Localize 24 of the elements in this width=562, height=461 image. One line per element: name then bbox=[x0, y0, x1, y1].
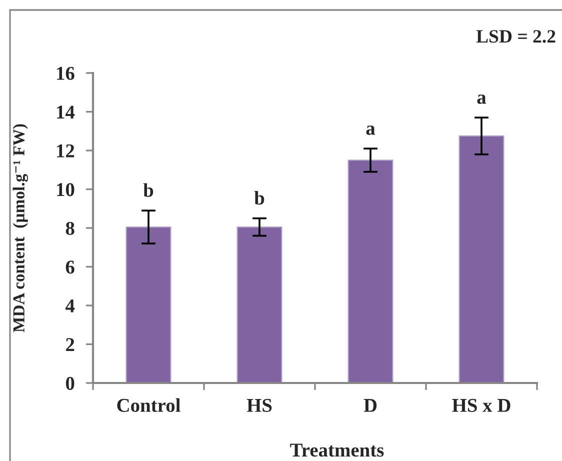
y-axis-title: MDA content (µmol.g⁻¹ FW) bbox=[12, 124, 28, 332]
text: LSD = 2.2 bbox=[476, 30, 556, 43]
annotation: a bbox=[477, 94, 486, 104]
x-tick-label: D bbox=[364, 399, 377, 412]
y-tick-label: 4 bbox=[65, 299, 75, 312]
x-tick-label: HS x D bbox=[452, 398, 510, 412]
y-tick-label: 10 bbox=[57, 183, 74, 196]
y-tick-label: 14 bbox=[57, 106, 75, 118]
annotation: b bbox=[143, 183, 154, 197]
bar bbox=[458, 135, 504, 383]
annotation: a bbox=[366, 126, 376, 135]
y-tick-label: 0 bbox=[66, 376, 74, 390]
y-tick-label: 16 bbox=[57, 66, 74, 80]
x-axis-title: Treatments bbox=[290, 444, 384, 457]
annotation: b bbox=[254, 190, 264, 205]
bar bbox=[348, 160, 394, 383]
y-tick-label: 2 bbox=[66, 338, 74, 351]
y-tick-label: 8 bbox=[66, 222, 74, 235]
bar bbox=[126, 226, 172, 383]
x-tick-label: Control bbox=[117, 398, 180, 412]
bar bbox=[236, 226, 282, 383]
y-tick-label: 12 bbox=[57, 144, 74, 158]
y-tick-label: 6 bbox=[66, 260, 74, 274]
x-tick-label: HS bbox=[246, 398, 272, 412]
